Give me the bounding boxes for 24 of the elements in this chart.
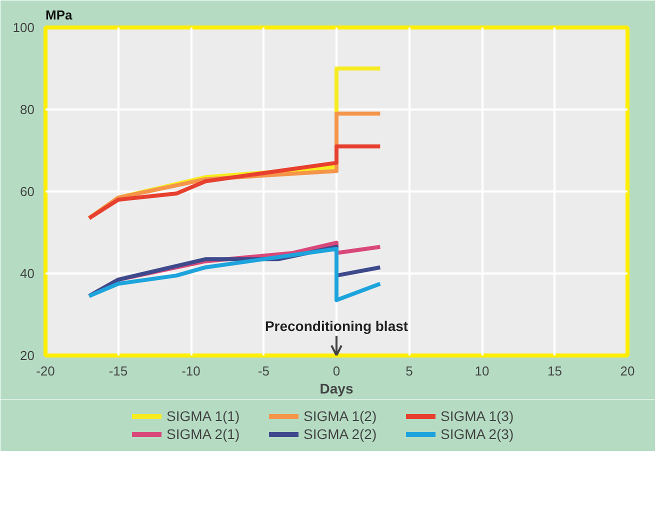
legend-label: SIGMA 1(2) <box>304 408 378 424</box>
x-tick-label: 5 <box>406 364 413 378</box>
legend-label: SIGMA 2(2) <box>304 426 378 442</box>
x-tick-label: 10 <box>474 364 490 378</box>
legend-label: SIGMA 2(3) <box>440 426 515 442</box>
x-tick-label: -20 <box>36 364 55 378</box>
x-tick-label: 20 <box>620 364 635 378</box>
line-series <box>87 144 382 220</box>
annotation: Preconditioning blast <box>264 318 408 334</box>
x-tick-label: -15 <box>108 364 128 378</box>
x-tick-label: -5 <box>258 364 270 378</box>
y-tick-label: 40 <box>20 266 35 281</box>
legend-label: SIGMA 1(1) <box>166 408 241 424</box>
y-tick-label: 100 <box>12 20 35 35</box>
x-tick-label: 0 <box>332 364 340 378</box>
y-tick-label: 60 <box>20 184 35 199</box>
legend-label: SIGMA 2(1) <box>166 426 241 442</box>
legend-label: SIGMA 1(3) <box>440 408 515 424</box>
x-axis-title: Days <box>320 380 354 396</box>
x-tick-label: -10 <box>182 364 200 378</box>
y-axis-title: MPa <box>46 8 73 22</box>
y-tick-label: 80 <box>20 102 35 117</box>
y-tick-label: 20 <box>20 348 35 363</box>
x-tick-label: 15 <box>548 364 562 378</box>
